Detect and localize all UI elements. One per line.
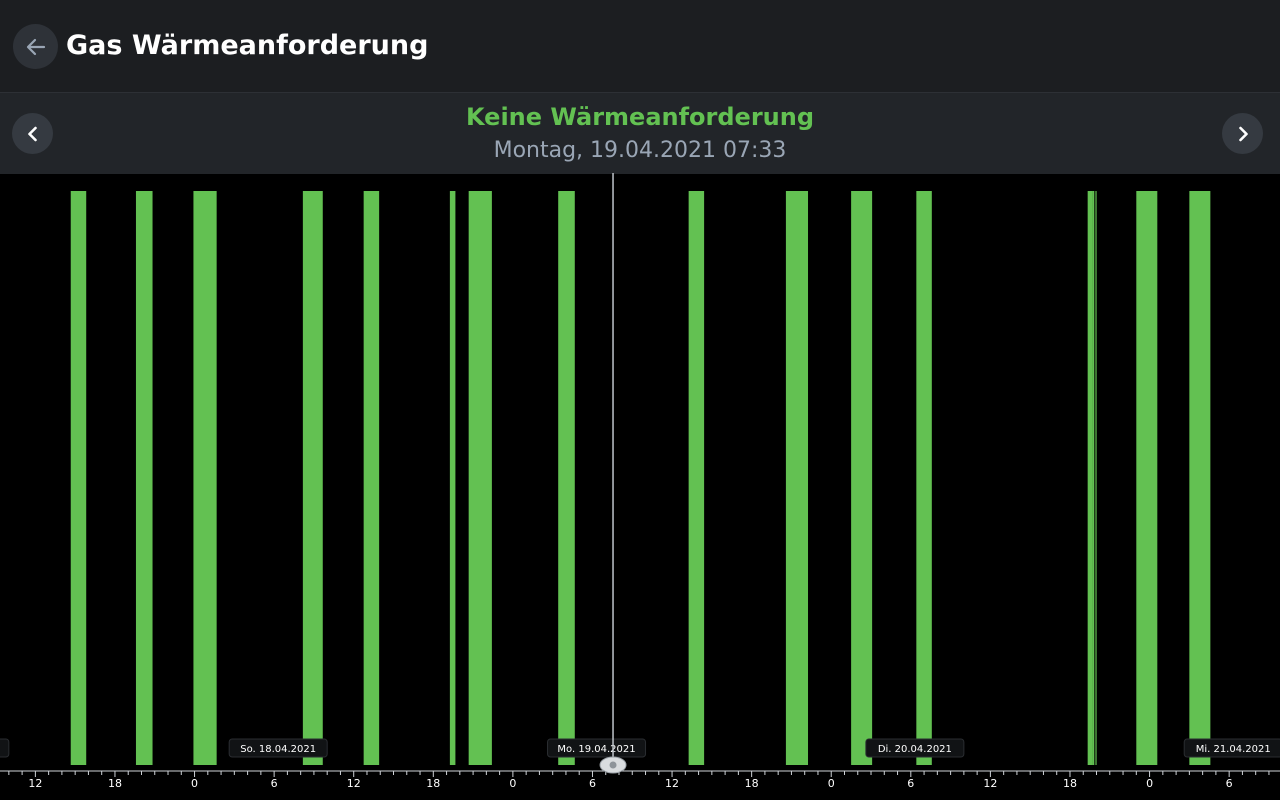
day-label-text: Mi. 21.04.2021 [1196,744,1271,755]
chevron-left-icon [27,126,37,141]
day-label: Mo. 19.04.2021 [547,738,647,758]
demand-bar [449,191,456,765]
demand-bars [70,191,1211,765]
tick-label: 12 [28,777,42,790]
tick-label: 12 [347,777,361,790]
demand-bar [851,191,873,765]
day-label-box [228,738,328,758]
chevron-right-icon [1238,126,1248,141]
back-button[interactable] [13,24,58,69]
demand-bar [1092,191,1095,765]
next-button[interactable] [1222,113,1263,154]
tick-label: 0 [828,777,835,790]
demand-bar [363,191,380,765]
tick-label: 0 [1146,777,1153,790]
cursor-handle[interactable] [599,756,627,774]
demand-bar [916,191,932,765]
day-label: Mi. 21.04.2021 [1183,738,1280,758]
day-label: So. 18.04.2021 [228,738,328,758]
day-label-box [0,738,10,758]
tick-label: 6 [271,777,278,790]
day-label-box [865,738,965,758]
demand-bar [1087,191,1093,765]
day-label-text: Di. 20.04.2021 [878,744,952,755]
time-axis: 12 18 0 6 12 18 0 6 12 18 0 6 12 18 0 6 [0,770,1280,790]
tick-label: 18 [745,777,759,790]
handle-grip-icon [609,761,617,769]
tick-label: 12 [665,777,679,790]
day-labels: Sa. 17.04.2021 So. 18.04.2021 Mo. 19.04.20… [0,738,1280,758]
tick-label: 18 [108,777,122,790]
demand-bar [785,191,809,765]
tick-label: 0 [509,777,516,790]
demand-bar [1136,191,1158,765]
time-cursor[interactable] [599,173,627,774]
day-label-text: Mo. 19.04.2021 [557,744,635,755]
day-label-box [547,738,647,758]
demand-bar [1189,191,1211,765]
demand-bar [135,191,153,765]
demand-bar [468,191,492,765]
demand-bar [193,191,217,765]
demand-bar [558,191,575,765]
status-bar: Keine Wärmeanforderung Montag, 19.04.202… [0,92,1280,174]
demand-bar [70,191,87,765]
tick-label: 18 [426,777,440,790]
arrow-left-icon [26,38,45,55]
app-header: Gas Wärmeanforderung [0,0,1280,92]
day-label: Sa. 17.04.2021 [0,738,10,758]
day-label: Di. 20.04.2021 [865,738,965,758]
previous-button[interactable] [12,113,53,154]
status-text: Keine Wärmeanforderung [465,103,815,131]
day-label-box [1183,738,1280,758]
tick-label: 6 [907,777,914,790]
day-label-text: So. 18.04.2021 [240,744,316,755]
demand-bar [688,191,705,765]
demand-bar [302,191,323,765]
tick-label: 6 [589,777,596,790]
tick-label: 12 [983,777,997,790]
tick-label: 0 [191,777,198,790]
demand-bar [1095,191,1097,765]
status-date: Montag, 19.04.2021 07:33 [493,138,787,163]
tick-label: 18 [1063,777,1077,790]
tick-label: 6 [1226,777,1233,790]
page-title: Gas Wärmeanforderung [66,30,429,61]
